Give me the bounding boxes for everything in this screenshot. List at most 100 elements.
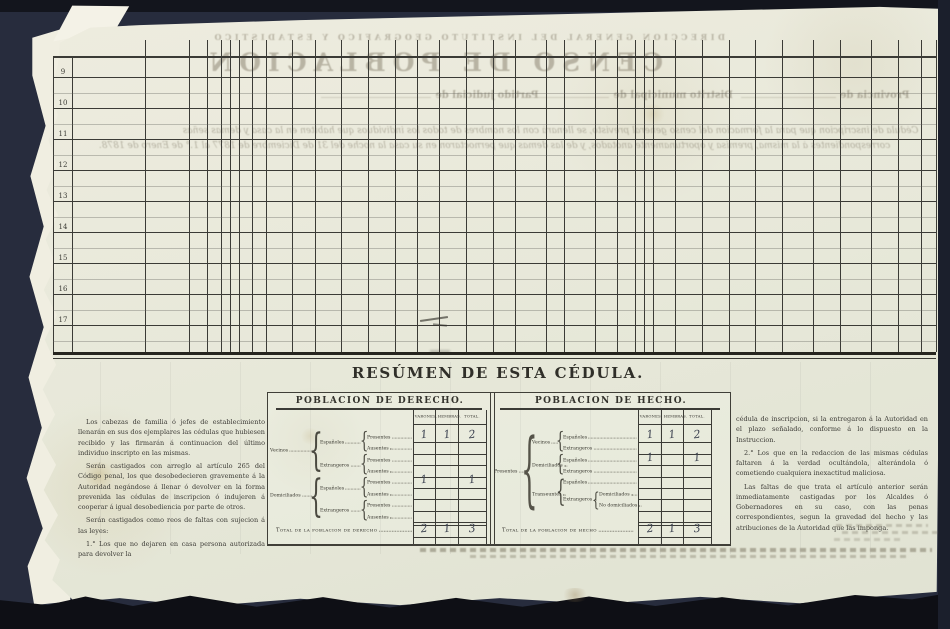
grid-row-number: 16 bbox=[58, 285, 68, 293]
grid-vertical-line bbox=[239, 40, 240, 352]
bleedthrough-vertical-line bbox=[170, 362, 171, 554]
grid-row-line bbox=[53, 170, 936, 172]
grid-row-number: 14 bbox=[58, 223, 68, 231]
grid-vertical-line bbox=[644, 40, 645, 352]
grid-row-line bbox=[53, 201, 936, 203]
grid-vertical-line bbox=[230, 40, 231, 352]
grid-vertical-line bbox=[466, 40, 467, 352]
grid-faint-line bbox=[53, 124, 936, 125]
value-row-line bbox=[413, 522, 486, 524]
value-row-line bbox=[638, 522, 711, 524]
bleedthrough-smudge-line bbox=[834, 538, 904, 541]
grid-vertical-line bbox=[292, 40, 293, 352]
value-row-line bbox=[638, 442, 711, 444]
bleedthrough-vertical-line bbox=[870, 362, 871, 554]
grid-row-number: 10 bbox=[58, 99, 68, 107]
grid-vertical-line bbox=[898, 40, 899, 352]
brace-glyph: { bbox=[521, 422, 538, 517]
sub-label: Extrangeros bbox=[320, 462, 361, 468]
grid-vertical-line bbox=[439, 40, 440, 352]
item-label: Españoles bbox=[563, 433, 637, 440]
sub-label: Transeuntes bbox=[532, 490, 566, 497]
grid-vertical-line bbox=[252, 40, 253, 352]
value-row-line bbox=[638, 465, 711, 467]
handwritten-total: 2 bbox=[419, 521, 429, 535]
brace-glyph: { bbox=[360, 452, 369, 477]
note-paragraph: Los cabezas de familia ó jefes de establ… bbox=[78, 418, 265, 457]
grid-row-line bbox=[53, 77, 936, 79]
grid-vertical-line bbox=[546, 40, 547, 352]
item-label: Españoles bbox=[563, 479, 637, 486]
note-paragraph: 2.° Los que en la redaccion de las misma… bbox=[736, 448, 928, 478]
summary-title: RESÚMEN DE ESTA CÉDULA. bbox=[351, 364, 645, 382]
item-label: Presentes bbox=[367, 502, 412, 508]
grid-vertical-line bbox=[702, 40, 703, 352]
bleedthrough-smudge-line bbox=[842, 531, 940, 534]
grid-vertical-line bbox=[207, 40, 208, 352]
item-label: Extrangeros bbox=[563, 445, 637, 451]
grid-vertical-line bbox=[595, 40, 596, 352]
value-row-line bbox=[413, 510, 486, 512]
column-header-underline bbox=[413, 424, 486, 425]
grid-row-number: 15 bbox=[58, 254, 68, 262]
grid-vertical-line bbox=[368, 40, 369, 352]
nested-item-label: Domiciliados bbox=[599, 490, 638, 497]
grid-vertical-line bbox=[782, 40, 783, 352]
left-instructions-text: Los cabezas de familia ó jefes de establ… bbox=[78, 417, 265, 562]
value-row-line bbox=[413, 465, 486, 467]
value-row-line bbox=[413, 476, 486, 478]
handwritten-total: 1 bbox=[667, 521, 677, 535]
handwritten-value: 1 bbox=[692, 450, 702, 464]
grid-faint-line bbox=[53, 248, 936, 249]
grid-vertical-line bbox=[515, 40, 516, 352]
column-header: VARONES. bbox=[414, 414, 438, 419]
group-label: Vecinos bbox=[270, 447, 312, 453]
bleedthrough-vertical-line bbox=[800, 362, 801, 554]
grid-row-line bbox=[53, 108, 936, 110]
brace-glyph: { bbox=[556, 474, 566, 509]
item-label: Ausentes bbox=[367, 468, 412, 474]
bleedthrough-smudge-line bbox=[420, 548, 932, 552]
grid-vertical-line bbox=[266, 40, 267, 352]
summary-box-divider bbox=[490, 393, 495, 544]
poblacion-de-hecho-table: POBLACION DE HECHO. VARONES. HEMBRAS. TO… bbox=[492, 393, 730, 544]
grid-vertical-line bbox=[653, 40, 654, 352]
grid-row-line bbox=[53, 232, 936, 234]
grid-faint-line bbox=[53, 341, 936, 342]
handwritten-total: 1 bbox=[442, 521, 451, 535]
table-title: POBLACION DE DERECHO. bbox=[295, 396, 465, 406]
value-row-line bbox=[413, 499, 486, 501]
note-paragraph: Las faltas de que trata el artículo ante… bbox=[736, 482, 928, 532]
value-row-line bbox=[638, 453, 711, 455]
item-label: Extrangeros bbox=[563, 496, 597, 503]
handwritten-value: 1 bbox=[667, 427, 677, 442]
item-label: Ausentes bbox=[367, 490, 412, 497]
grid-faint-line bbox=[53, 310, 936, 311]
bleedthrough-smudge-line bbox=[836, 524, 928, 527]
table-title: POBLACION DE HECHO. bbox=[535, 396, 687, 406]
bleedthrough-vertical-line bbox=[240, 362, 241, 554]
grid-vertical-line bbox=[675, 40, 676, 352]
handwritten-value: 1 bbox=[467, 472, 477, 487]
grid-row-number: 11 bbox=[58, 130, 68, 138]
handwritten-value: 1 bbox=[442, 427, 451, 442]
value-row-line bbox=[638, 499, 711, 501]
bleedthrough-vertical-line bbox=[380, 362, 381, 554]
handwritten-total: 3 bbox=[467, 521, 477, 535]
item-label: Españoles bbox=[563, 456, 637, 463]
grid-vertical-line bbox=[871, 40, 872, 352]
item-label: Ausentes bbox=[367, 513, 412, 520]
item-label: Extrangeros bbox=[563, 468, 637, 474]
census-table-grid: 9 10 11 12 13 14 15 16 17 bbox=[53, 40, 937, 360]
grid-row-line bbox=[53, 139, 936, 141]
poblacion-de-derecho-table: POBLACION DE DERECHO. VARONES. HEMBRAS. … bbox=[268, 393, 492, 544]
sub-label: Españoles bbox=[320, 485, 361, 491]
grid-row-line bbox=[53, 294, 936, 296]
grid-vertical-line bbox=[53, 56, 54, 352]
grid-vertical-line bbox=[755, 40, 756, 352]
column-header: HEMBRAS. bbox=[663, 414, 688, 419]
total-row-underline bbox=[638, 537, 711, 538]
grid-faint-line bbox=[53, 217, 936, 218]
nested-item-label: No domiciliados bbox=[599, 502, 642, 508]
grid-vertical-line bbox=[341, 40, 342, 352]
